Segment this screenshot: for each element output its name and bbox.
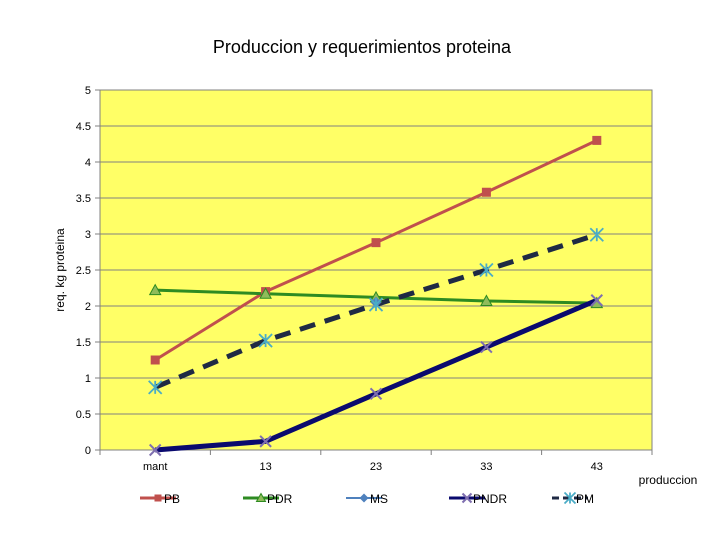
data-point: [480, 340, 493, 354]
data-point: [461, 492, 473, 504]
y-axis-label: req. kg proteina: [53, 228, 67, 312]
data-point: [259, 435, 272, 448]
legend-label: PDR: [267, 492, 293, 506]
series-markers: [148, 135, 604, 457]
data-point: [368, 297, 384, 312]
data-point: [154, 494, 162, 502]
data-point: [258, 333, 273, 348]
x-tick-label: 23: [370, 461, 382, 473]
legend-label: MS: [370, 492, 388, 506]
y-tick-label: 2: [85, 301, 91, 313]
legend-item-ms: MS: [346, 492, 388, 506]
data-point: [592, 135, 602, 145]
data-point: [371, 238, 381, 248]
data-point: [150, 355, 160, 365]
y-tick-label: 4: [85, 157, 91, 169]
legend-item-pdr: PDR: [243, 492, 293, 506]
y-tick-label: 4.5: [76, 121, 91, 133]
y-tick-label: 0: [85, 445, 91, 457]
legend-label: PNDR: [473, 492, 507, 506]
legend: PB PDR MS PNDR PM: [140, 491, 594, 506]
legend-item-pb: PB: [140, 492, 180, 506]
y-tick-label: 3.5: [76, 193, 91, 205]
data-point: [148, 283, 162, 296]
legend-item-pm: PM: [552, 491, 594, 506]
data-point: [481, 187, 491, 197]
data-point: [563, 491, 577, 505]
chart-title: Produccion y requerimientos proteina: [213, 37, 512, 57]
x-tick-label: 43: [591, 461, 603, 473]
data-point: [589, 227, 604, 242]
y-tick-label: 1.5: [76, 337, 91, 349]
y-tick-label: 1: [85, 373, 91, 385]
data-point: [590, 294, 604, 307]
x-axis-ticks: mant 13 23 33 43: [99, 450, 653, 473]
data-point: [255, 492, 267, 502]
markers-pdr: [148, 283, 604, 309]
data-point: [359, 493, 369, 503]
x-tick-label: 13: [259, 461, 271, 473]
data-point: [479, 262, 494, 278]
legend-item-pndr: PNDR: [449, 492, 507, 506]
x-tick-label: 33: [480, 461, 492, 473]
y-axis-ticks: 0 0.5 1 1.5 2 2.5 3 3.5 4 4.5 5: [76, 85, 100, 457]
x-tick-label: mant: [143, 461, 167, 473]
y-tick-label: 2.5: [76, 265, 91, 277]
data-point: [259, 287, 272, 299]
y-tick-label: 5: [85, 85, 91, 97]
data-point: [369, 387, 383, 401]
legend-label: PM: [576, 492, 594, 506]
markers-pm: [148, 227, 604, 395]
gridlines: [100, 89, 652, 451]
legend-label: PB: [164, 492, 180, 506]
data-point: [148, 380, 163, 395]
markers-pndr: [148, 294, 604, 457]
y-tick-label: 0.5: [76, 409, 91, 421]
y-tick-label: 3: [85, 229, 91, 241]
data-point: [480, 294, 493, 306]
data-point: [148, 443, 162, 457]
x-axis-label: produccion: [639, 473, 698, 487]
